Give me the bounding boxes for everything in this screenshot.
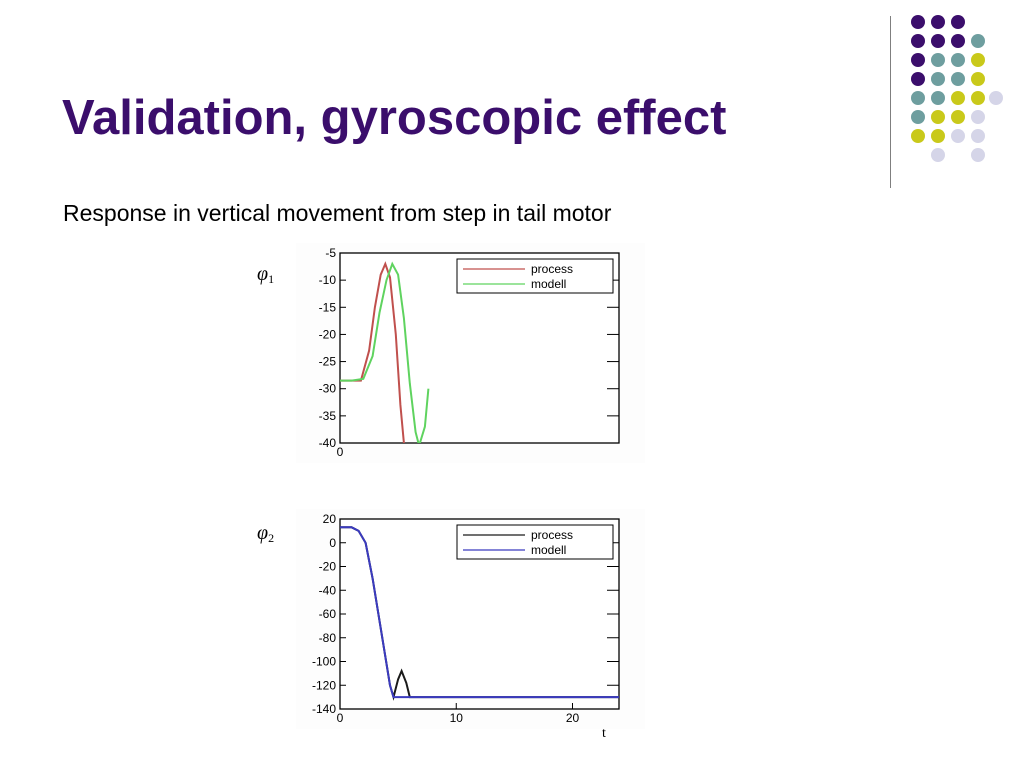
x-tick-label: 0 [337, 711, 344, 725]
decorative-dot [911, 34, 925, 48]
legend-box [456, 258, 614, 294]
decorative-dot [911, 15, 925, 29]
decorative-dot [911, 91, 925, 105]
legend-label-modell: modell [531, 277, 566, 291]
y-tick-label: -60 [319, 607, 337, 621]
slide-title: Validation, gyroscopic effect [62, 91, 727, 145]
x-tick-label: 10 [450, 711, 464, 725]
legend-label-process: process [531, 262, 573, 276]
decorative-dot [971, 148, 985, 162]
decorative-dot [951, 91, 965, 105]
x-tick-label: 0 [337, 445, 344, 459]
decorative-dot [911, 53, 925, 67]
y-axis-label: φ1 [257, 263, 274, 286]
legend-label-modell: modell [531, 543, 566, 557]
decorative-dot [989, 91, 1003, 105]
y-tick-label: -140 [312, 702, 336, 716]
y-tick-label: -20 [319, 327, 337, 341]
decorative-dot [971, 110, 985, 124]
decorative-dot [951, 110, 965, 124]
y-tick-label: -25 [319, 355, 337, 369]
y-tick-label: -80 [319, 631, 337, 645]
y-tick-label: -30 [319, 382, 337, 396]
decorative-dot [911, 110, 925, 124]
series-line-modell [340, 526, 619, 699]
decorative-dot [911, 129, 925, 143]
decorative-dot [951, 34, 965, 48]
series-line-modell [340, 261, 430, 443]
decorative-dot [931, 91, 945, 105]
legend-box [456, 524, 614, 560]
decorative-dot [951, 53, 965, 67]
decorative-dot [931, 53, 945, 67]
y-tick-label: -5 [325, 246, 336, 260]
y-tick-label: 0 [329, 536, 336, 550]
y-tick-label: -40 [319, 583, 337, 597]
y-tick-label: -20 [319, 560, 337, 574]
decorative-dot [931, 110, 945, 124]
decorative-dot [971, 72, 985, 86]
decorative-dot [971, 53, 985, 67]
slide-subtitle: Response in vertical movement from step … [63, 200, 612, 226]
y-tick-label: -100 [312, 655, 336, 669]
legend-label-process: process [531, 528, 573, 542]
decorative-dot [931, 15, 945, 29]
y-tick-label: -10 [319, 273, 337, 287]
decorative-dot [951, 72, 965, 86]
decorative-dot [911, 72, 925, 86]
y-tick-label: -35 [319, 409, 337, 423]
y-axis-label: φ2 [257, 522, 274, 545]
decorative-dot [971, 34, 985, 48]
x-axis-label: t [602, 726, 606, 741]
title-divider-line [890, 16, 891, 188]
decorative-dot [931, 34, 945, 48]
decorative-dot [951, 129, 965, 143]
series-line-process [340, 261, 405, 443]
decorative-dot [931, 72, 945, 86]
y-tick-label: -40 [319, 436, 337, 450]
y-tick-label: -15 [319, 300, 337, 314]
y-tick-label: -120 [312, 678, 336, 692]
decorative-dot [951, 15, 965, 29]
decorative-dot [971, 129, 985, 143]
decorative-dot [931, 148, 945, 162]
y-tick-label: 20 [323, 512, 337, 526]
decorative-dot [971, 91, 985, 105]
decorative-dot [931, 129, 945, 143]
decorative-dot-grid [911, 15, 1003, 162]
x-tick-label: 20 [566, 711, 580, 725]
